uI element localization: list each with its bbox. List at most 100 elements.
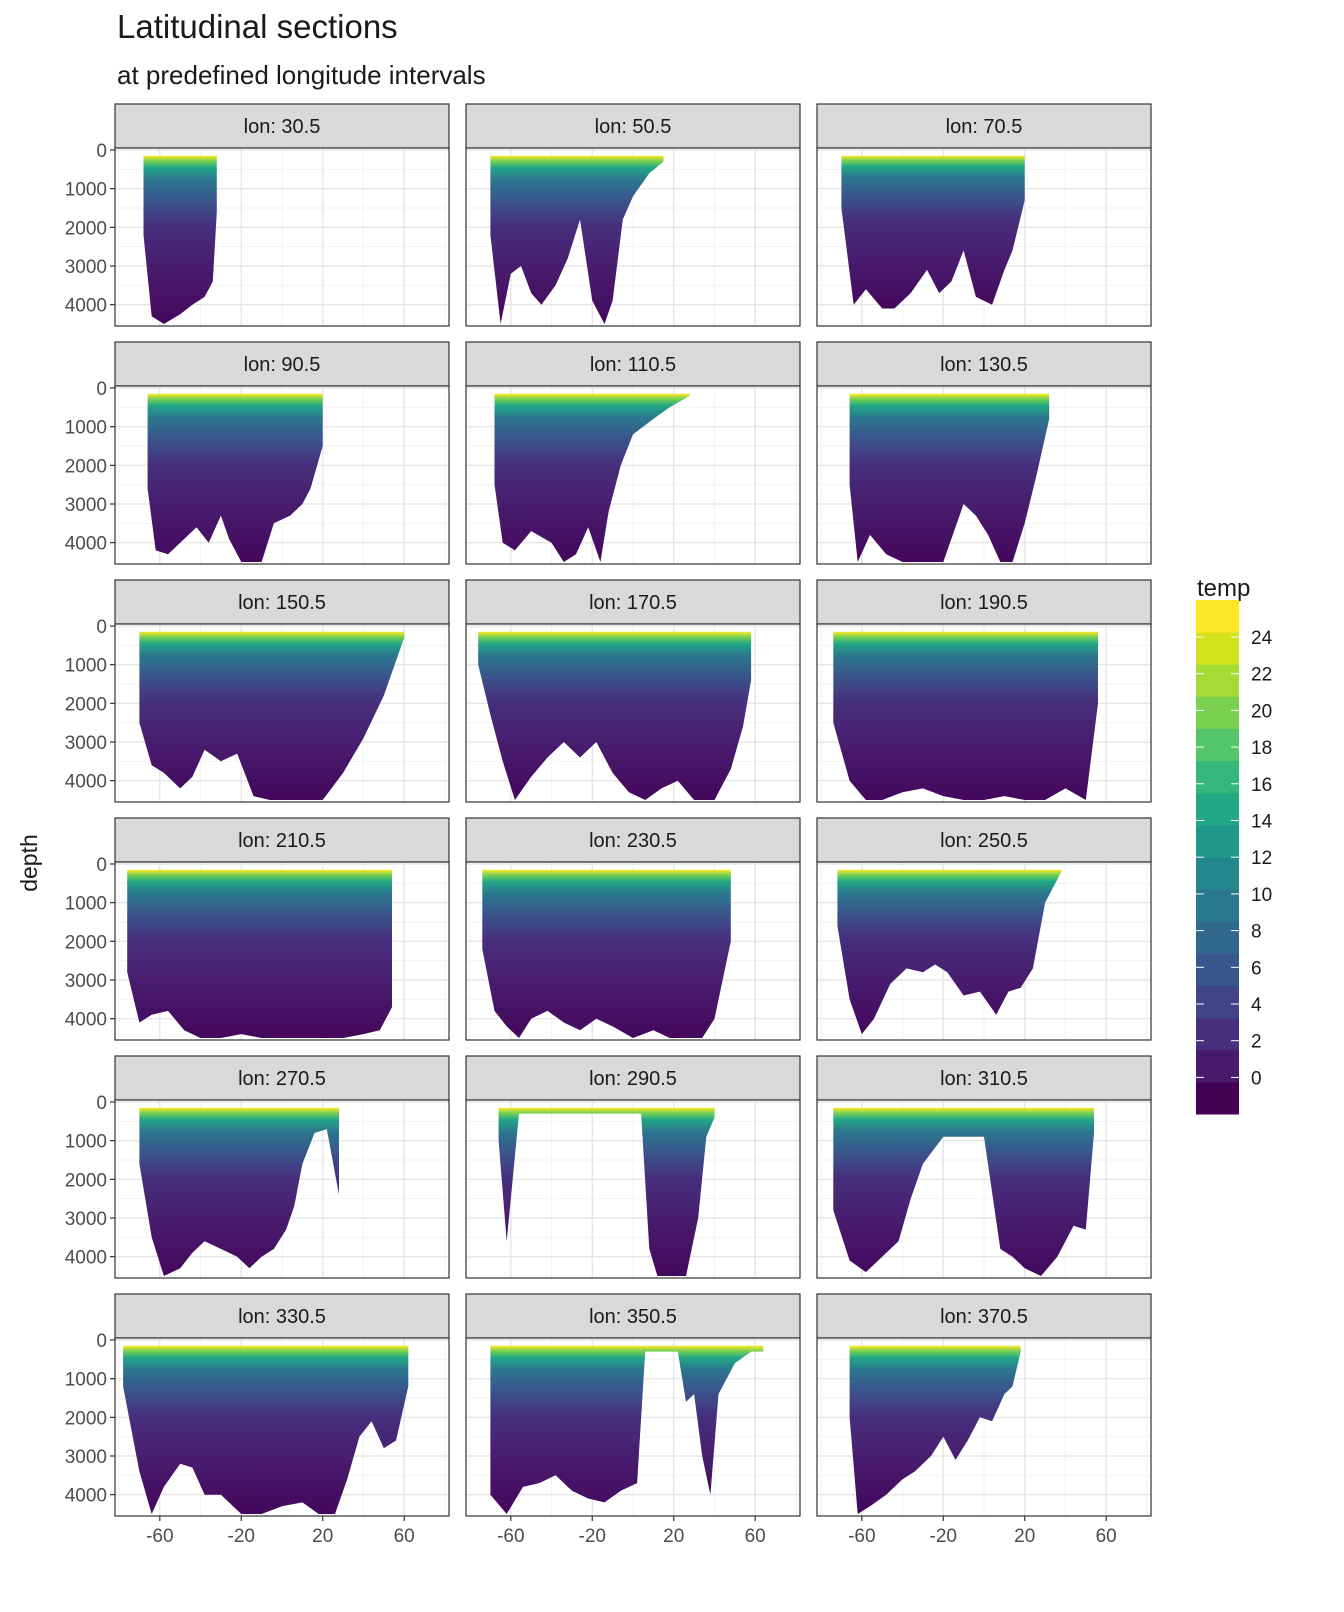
x-tick-label: -60 — [848, 1526, 875, 1547]
facet-panel: lon: 230.5 — [465, 817, 801, 1041]
y-tick-label: 4000 — [65, 1010, 107, 1031]
temperature-section — [147, 393, 323, 562]
y-tick-label: 1000 — [65, 180, 107, 201]
facet-panel: lon: 310.5 — [816, 1055, 1152, 1279]
facet-strip — [114, 1055, 450, 1101]
y-tick-label: 3000 — [65, 257, 107, 278]
facet-label: lon: 230.5 — [589, 830, 677, 852]
panel-border — [114, 147, 450, 327]
legend-label: 16 — [1251, 775, 1272, 796]
temperature-section — [490, 1345, 764, 1514]
temperature-section — [478, 631, 752, 800]
y-tick-label: 4000 — [65, 534, 107, 555]
panel-border — [465, 861, 801, 1041]
facet-label: lon: 70.5 — [946, 116, 1023, 138]
panel-border — [465, 147, 801, 327]
facet-panel: lon: 250.5 — [816, 817, 1152, 1041]
temperature-section — [139, 631, 405, 800]
y-tick-label: 3000 — [65, 1447, 107, 1468]
panel-border — [114, 1099, 450, 1279]
y-axis-title: depth — [16, 834, 42, 892]
legend-label: 14 — [1251, 812, 1273, 833]
legend-color-step — [1196, 824, 1239, 858]
chart-title: Latitudinal sections — [117, 8, 398, 45]
y-tick-label: 3000 — [65, 495, 107, 516]
temperature-section — [498, 1107, 715, 1276]
y-tick-label: 2000 — [65, 694, 107, 715]
y-tick-label: 2000 — [65, 218, 107, 239]
facet-panel: lon: 70.5 — [816, 103, 1152, 327]
x-tick-label: -20 — [579, 1526, 606, 1547]
facet-strip — [816, 341, 1152, 387]
facet-label: lon: 330.5 — [238, 1306, 326, 1328]
facet-panel: lon: 90.5 — [114, 341, 450, 565]
facet-label: lon: 290.5 — [589, 1068, 677, 1090]
temperature-section — [494, 393, 690, 562]
legend-color-step — [1196, 921, 1239, 954]
panel-border — [816, 861, 1152, 1041]
facet-label: lon: 110.5 — [590, 354, 676, 376]
legend-color-step — [1196, 792, 1239, 826]
y-tick-label: 3000 — [65, 971, 107, 992]
legend-color-step — [1196, 600, 1239, 633]
facet-panel: lon: 130.5 — [816, 341, 1152, 565]
y-tick-label: 2000 — [65, 1170, 107, 1191]
legend-color-step — [1196, 760, 1239, 794]
facet-label: lon: 250.5 — [940, 830, 1028, 852]
panel-border — [465, 1337, 801, 1517]
panel-border — [816, 1099, 1152, 1279]
legend-title: temp — [1197, 575, 1250, 602]
facet-panel: lon: 210.5 — [114, 817, 450, 1041]
legend-color-step — [1196, 632, 1239, 665]
legend-color-step — [1196, 857, 1239, 890]
x-tick-label: -60 — [146, 1526, 173, 1547]
x-tick-label: 60 — [394, 1526, 415, 1547]
facet-panel: lon: 150.5 — [114, 579, 450, 803]
legend-color-step — [1196, 696, 1239, 730]
panel-border — [114, 1337, 450, 1517]
legend-color-step — [1196, 953, 1239, 987]
y-tick-label: 4000 — [65, 1248, 107, 1269]
y-tick-label: 4000 — [65, 1486, 107, 1507]
facet-panel: lon: 190.5 — [816, 579, 1152, 803]
y-tick-label: 1000 — [65, 1370, 107, 1391]
facet-strip — [816, 817, 1152, 863]
legend-color-step — [1196, 728, 1239, 762]
x-tick-label: 20 — [312, 1526, 333, 1547]
facet-strip — [465, 103, 801, 149]
facet-label: lon: 90.5 — [244, 354, 321, 376]
facet-panel: lon: 110.5 — [465, 341, 801, 565]
y-tick-label: 2000 — [65, 932, 107, 953]
panel-border — [816, 1337, 1152, 1517]
temperature-section — [849, 1345, 1021, 1514]
legend-label: 8 — [1251, 922, 1262, 943]
legend-color-step — [1196, 889, 1239, 922]
facet-label: lon: 370.5 — [940, 1306, 1028, 1328]
facet-strip — [465, 817, 801, 863]
x-axis-ticks: -60 -20 20 60 -60 -20 20 60 -60 -20 20 60 — [146, 1516, 1117, 1547]
legend-color-step — [1196, 985, 1239, 1019]
y-tick-label: 0 — [96, 379, 107, 400]
y-tick-label: 3000 — [65, 1209, 107, 1230]
x-tick-label: -20 — [228, 1526, 255, 1547]
panel-border — [465, 385, 801, 565]
facet-panel: lon: 370.5 — [816, 1293, 1152, 1517]
y-tick-label: 0 — [96, 1331, 107, 1352]
y-tick-label: 0 — [96, 855, 107, 876]
facet-label: lon: 50.5 — [595, 116, 672, 138]
y-tick-label: 1000 — [65, 894, 107, 915]
x-tick-label: 20 — [1014, 1526, 1035, 1547]
temperature-section — [127, 869, 392, 1038]
y-tick-label: 1000 — [65, 418, 107, 439]
facet-strip — [114, 341, 450, 387]
legend-label: 12 — [1251, 848, 1272, 869]
facet-label: lon: 210.5 — [238, 830, 326, 852]
facet-label: lon: 310.5 — [940, 1068, 1028, 1090]
temperature-section — [143, 155, 217, 324]
legend-color-step — [1196, 1017, 1239, 1051]
temperature-section — [490, 155, 664, 324]
y-tick-label: 1000 — [65, 656, 107, 677]
y-tick-label: 4000 — [65, 772, 107, 793]
legend-label: 20 — [1251, 701, 1272, 722]
